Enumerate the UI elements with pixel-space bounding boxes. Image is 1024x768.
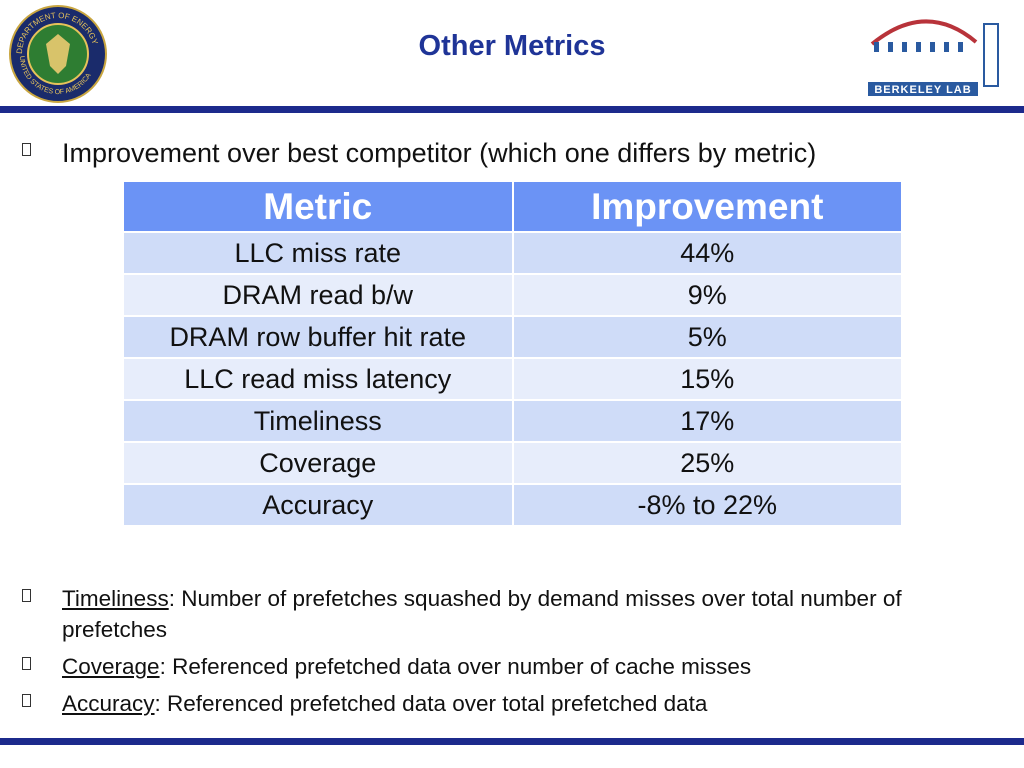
definition: Timeliness: Number of prefetches squashe…	[62, 583, 1002, 645]
header-rule	[0, 106, 1024, 113]
table-cell: 9%	[511, 273, 903, 317]
table-row: LLC read miss latency 15%	[122, 357, 903, 401]
logo-text: BERKELEY LAB	[874, 84, 971, 96]
header-cell: Metric	[122, 180, 514, 233]
table-cell: LLC read miss latency	[122, 357, 514, 401]
bullet	[22, 589, 31, 602]
metrics-table: Metric Improvement LLC miss rate 44% DRAM re…	[122, 180, 903, 527]
table-cell: 25%	[511, 441, 903, 485]
definition: Accuracy: Referenced prefetched data ove…	[62, 688, 1002, 719]
table-cell: 17%	[511, 399, 903, 443]
table-cell: DRAM row buffer hit rate	[122, 315, 514, 359]
bullet	[22, 694, 31, 707]
bullet	[22, 657, 31, 670]
bullet	[22, 143, 31, 156]
definition-term: Accuracy	[62, 691, 155, 716]
table-cell: Coverage	[122, 441, 514, 485]
berkeley-logo: BERKELEY LAB	[868, 19, 999, 96]
table-body: LLC miss rate 44% DRAM read b/w 9% DRAM row …	[122, 231, 903, 527]
table-row: DRAM read b/w 9%	[122, 273, 903, 317]
table-cell: -8% to 22%	[511, 483, 903, 527]
header-cell: Improvement	[511, 180, 903, 233]
table-cell: 44%	[511, 231, 903, 275]
table-header: Metric Improvement	[122, 180, 903, 233]
doe-seal: DEPARTMENT OF ENERGY UNITED STATES OF AM…	[9, 5, 107, 103]
definition: Coverage: Referenced prefetched data ove…	[62, 651, 1002, 682]
table-row: DRAM row buffer hit rate 5%	[122, 315, 903, 359]
table-cell: 15%	[511, 357, 903, 401]
table-row: LLC miss rate 44%	[122, 231, 903, 275]
table-row: Coverage 25%	[122, 441, 903, 485]
table-cell: LLC miss rate	[122, 231, 514, 275]
definition-text: : Referenced prefetched data over total …	[154, 691, 708, 716]
table-cell: Accuracy	[122, 483, 514, 527]
footer-rule	[0, 738, 1024, 745]
definition-term: Coverage	[62, 654, 160, 679]
table-cell: DRAM read b/w	[122, 273, 514, 317]
definition-text: : Referenced prefetched data over number…	[159, 654, 752, 679]
table-cell: 5%	[511, 315, 903, 359]
table-row: Timeliness 17%	[122, 399, 903, 443]
table-cell: Timeliness	[122, 399, 514, 443]
definition-text: : Number of prefetches squashed by deman…	[62, 586, 902, 642]
definition-term: Timeliness	[62, 586, 169, 611]
table-row: Accuracy -8% to 22%	[122, 483, 903, 527]
slide-title: Other Metrics	[418, 30, 606, 62]
intro-bullet: Improvement over best competitor (which …	[62, 138, 817, 168]
